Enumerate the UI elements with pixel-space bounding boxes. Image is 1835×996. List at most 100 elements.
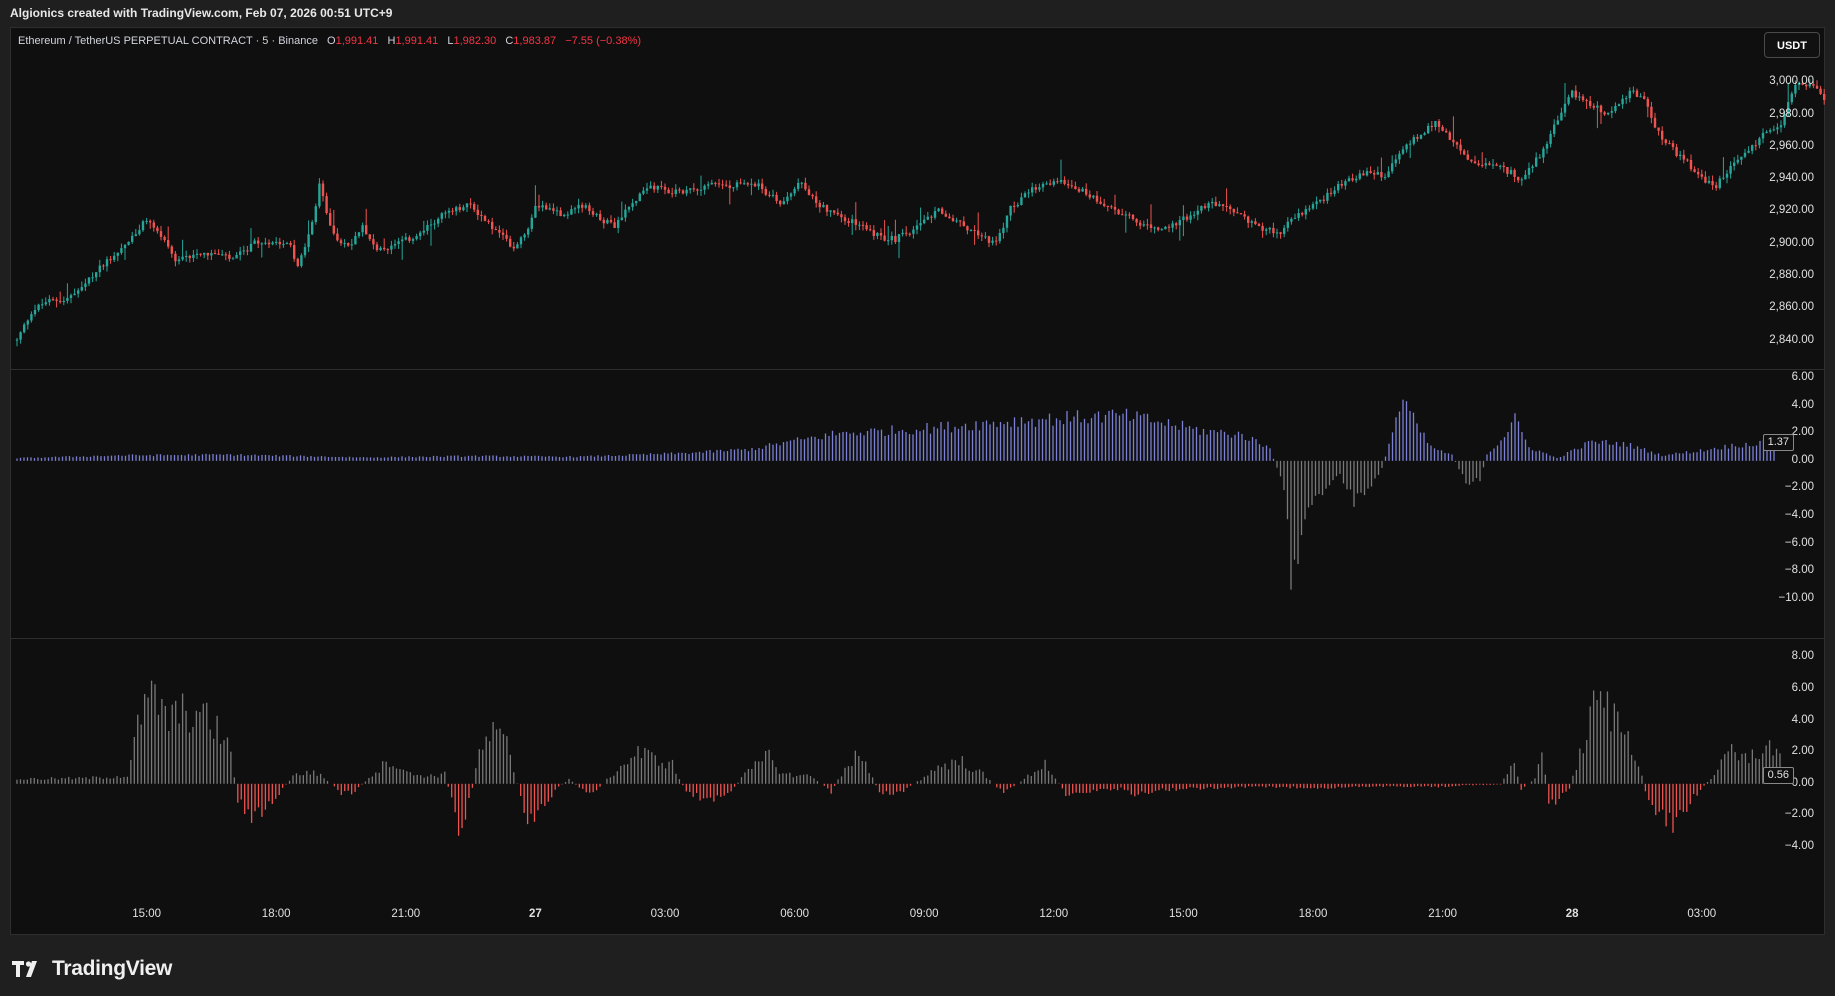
candle bbox=[764, 186, 767, 197]
pane-separator-1[interactable] bbox=[11, 369, 1824, 370]
candle bbox=[660, 180, 663, 190]
candle bbox=[1272, 222, 1275, 238]
candle bbox=[1041, 181, 1045, 192]
candle bbox=[390, 240, 393, 255]
candle bbox=[300, 253, 303, 268]
candle bbox=[923, 214, 926, 225]
candle bbox=[1437, 119, 1441, 133]
candle bbox=[15, 337, 19, 347]
candle bbox=[354, 231, 357, 245]
candle bbox=[379, 246, 382, 252]
candle bbox=[861, 221, 865, 231]
candle bbox=[1398, 150, 1401, 164]
candle bbox=[980, 232, 983, 242]
candle bbox=[678, 187, 681, 194]
candle bbox=[455, 205, 458, 216]
candle bbox=[714, 181, 717, 187]
tradingview-brand[interactable]: TradingView bbox=[12, 957, 172, 981]
candle bbox=[1430, 120, 1433, 132]
candle bbox=[1358, 169, 1361, 181]
candle bbox=[332, 209, 335, 236]
price-y-tick: 2,940.00 bbox=[1769, 172, 1814, 185]
candle bbox=[483, 214, 487, 222]
candle bbox=[1466, 150, 1469, 161]
candle bbox=[62, 296, 65, 306]
candle bbox=[138, 224, 141, 236]
candle bbox=[1603, 110, 1606, 116]
candle bbox=[689, 188, 692, 194]
candle bbox=[563, 213, 566, 218]
candle bbox=[1661, 126, 1664, 145]
candle bbox=[836, 208, 839, 217]
candle bbox=[404, 232, 407, 241]
candle bbox=[1355, 175, 1358, 183]
candle bbox=[1754, 140, 1757, 151]
candle bbox=[325, 192, 328, 215]
candle bbox=[1146, 218, 1149, 230]
candle bbox=[523, 233, 526, 241]
oscillator-1-pane[interactable]: 6.00 4.00 2.00 0.00 −2.00 −4.00 −6.00 −8.00 −10.… bbox=[11, 370, 1824, 638]
candle bbox=[174, 251, 177, 267]
candle bbox=[627, 206, 631, 213]
pane-separator-2[interactable] bbox=[11, 638, 1824, 639]
candle bbox=[1574, 85, 1577, 100]
candle bbox=[1167, 224, 1171, 233]
candle bbox=[739, 178, 742, 185]
candle bbox=[87, 277, 91, 287]
candle bbox=[55, 297, 58, 308]
candle bbox=[1419, 134, 1423, 140]
candle bbox=[401, 235, 404, 260]
candle bbox=[534, 185, 537, 219]
candle bbox=[1009, 205, 1012, 221]
candle bbox=[1578, 92, 1581, 102]
candle bbox=[635, 200, 638, 206]
time-x-tick: 03:00 bbox=[1687, 908, 1717, 920]
candle bbox=[1347, 175, 1351, 182]
candle bbox=[811, 193, 814, 200]
candle bbox=[1121, 208, 1124, 216]
candle bbox=[1470, 159, 1473, 163]
candle bbox=[933, 206, 937, 220]
candle bbox=[973, 225, 976, 245]
candle bbox=[1823, 89, 1826, 105]
currency-button[interactable]: USDT bbox=[1764, 32, 1820, 58]
candle bbox=[537, 194, 541, 212]
candle bbox=[33, 304, 37, 317]
indicator-y-tick: −8.00 bbox=[1784, 564, 1814, 577]
candle bbox=[1513, 168, 1516, 183]
candle bbox=[1391, 155, 1394, 174]
candle bbox=[890, 231, 893, 245]
oscillator-2-pane[interactable]: 8.00 6.00 4.00 2.00 0.00 −2.00 −4.00 0.56 15:0… bbox=[11, 639, 1824, 936]
candle bbox=[710, 179, 713, 185]
candle bbox=[1160, 228, 1163, 231]
candle bbox=[879, 228, 883, 240]
brand-name: TradingView bbox=[52, 957, 173, 980]
candle bbox=[1193, 211, 1196, 219]
candle bbox=[1088, 190, 1091, 200]
candle bbox=[350, 238, 353, 250]
candle bbox=[1495, 162, 1498, 167]
indicator-y-tick: 2.00 bbox=[1791, 745, 1814, 758]
candle bbox=[937, 207, 940, 212]
change-value: −7.55 (−0.38%) bbox=[565, 35, 642, 47]
candle bbox=[1776, 123, 1779, 135]
candle bbox=[1110, 204, 1113, 210]
oscillator-2-bars bbox=[16, 680, 1785, 836]
candle bbox=[275, 237, 278, 246]
candle bbox=[1560, 107, 1563, 121]
candle bbox=[1387, 166, 1390, 178]
candle bbox=[1286, 217, 1289, 232]
candle bbox=[253, 238, 256, 245]
candle bbox=[905, 226, 908, 237]
candle bbox=[1131, 214, 1135, 221]
price-pane[interactable]: Ethereum / TetherUS PERPETUAL CONTRACT ·… bbox=[11, 28, 1826, 369]
candle bbox=[282, 240, 285, 248]
candle bbox=[1441, 124, 1444, 132]
candle bbox=[1405, 143, 1408, 153]
chart-container[interactable]: Ethereum / TetherUS PERPETUAL CONTRACT ·… bbox=[10, 27, 1826, 936]
candle bbox=[473, 201, 476, 213]
candle bbox=[1059, 159, 1063, 185]
candle bbox=[1761, 128, 1765, 144]
candle bbox=[1135, 218, 1138, 227]
candle bbox=[131, 231, 134, 244]
